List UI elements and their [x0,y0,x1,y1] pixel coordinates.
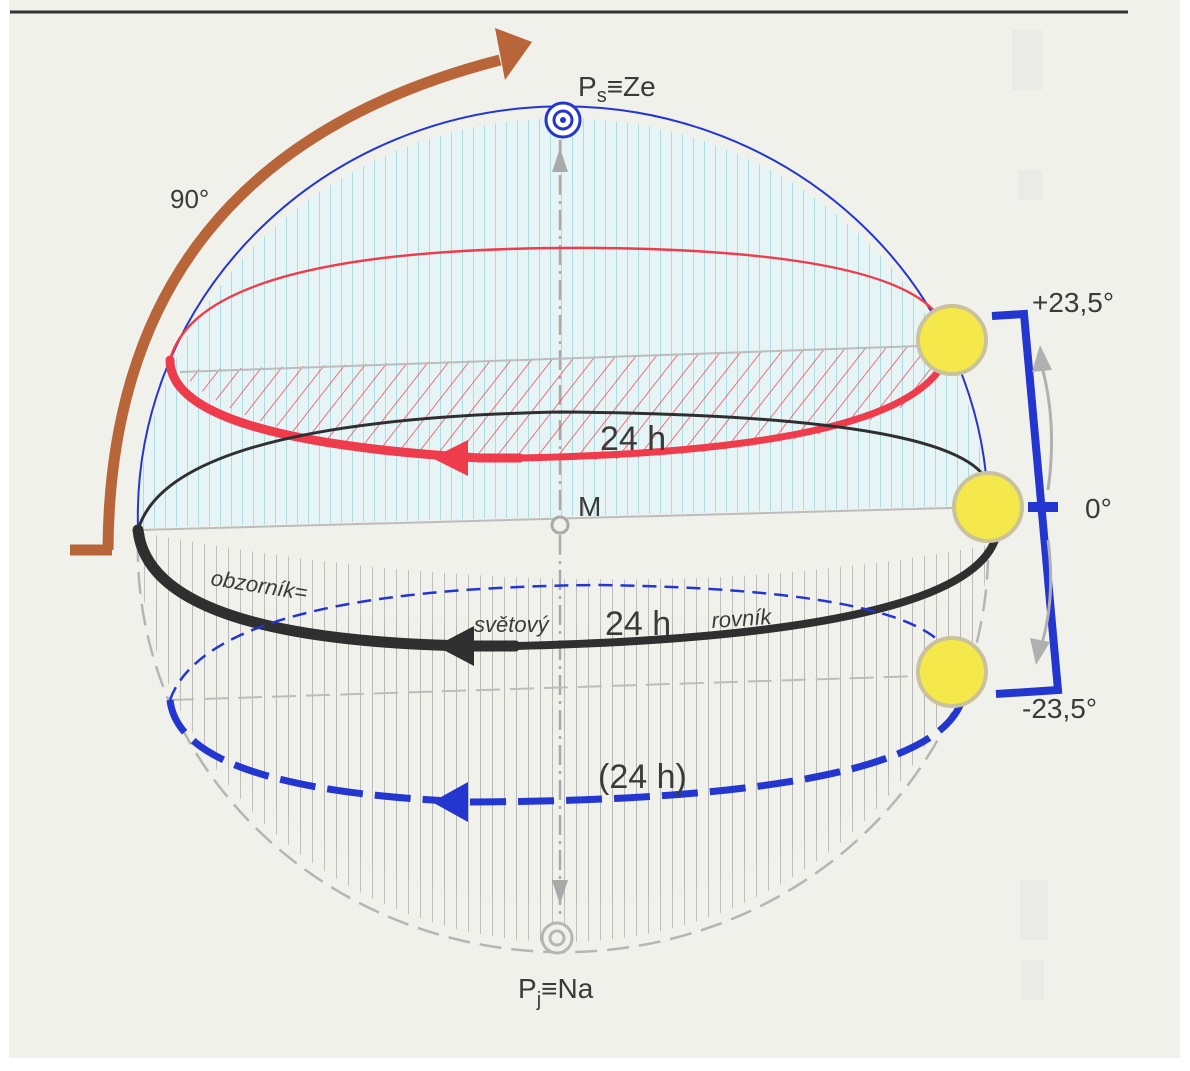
declination-zero-label: 0° [1085,493,1112,524]
angle-90-label: 90° [170,184,209,214]
equator-direction-arrow [436,626,474,666]
winter-path-front-right [469,698,966,806]
sun-icon [916,636,988,708]
winter-direction-arrow [432,782,468,822]
equator-word-label: rovník [711,604,774,633]
equator-back [136,410,992,531]
axis-arrowhead-down [552,880,568,905]
declination-bracket [991,309,1063,698]
winter-period-label: (24 h) [598,758,687,796]
equator-front-right [514,538,999,650]
summer-path-front-right [519,350,952,462]
center-point [550,515,570,535]
celestial-label: světový [474,612,551,637]
arrow-90-degree [70,28,532,556]
scan-edge-bottom [0,1058,1190,1071]
season-motion-arrows [1030,345,1054,665]
summer-direction-arrow [432,440,468,476]
winter-plane-line [169,674,953,701]
scan-edge-right [1180,0,1190,1071]
nadir-label: Pj≡Na [518,973,594,1011]
declination-plus-label: +23,5° [1032,287,1114,318]
nadir-marker [540,921,574,955]
center-label: M [578,491,601,522]
ground-hemisphere-hatch-lower [148,600,982,904]
winter-path-back [168,583,954,701]
scan-edge-left [0,0,9,1071]
sun-icon [916,304,988,376]
summer-path-hatch [180,345,949,460]
declination-minus-label: -23,5° [1022,693,1097,724]
zenith-marker [544,101,582,139]
sun-icon [952,471,1024,543]
winter-path-front [166,699,471,806]
zenith-label: Ps≡Ze [578,71,656,107]
summer-plane-line [179,344,949,373]
equator-period-label: 24 h [605,605,671,643]
background-ghost-marks [1012,30,1048,1000]
equator-front [132,524,521,652]
summer-period-label: 24 h [600,420,666,458]
summer-path-back [168,246,950,361]
summer-path-front [165,355,525,463]
axis-arrowhead-up [552,148,568,172]
